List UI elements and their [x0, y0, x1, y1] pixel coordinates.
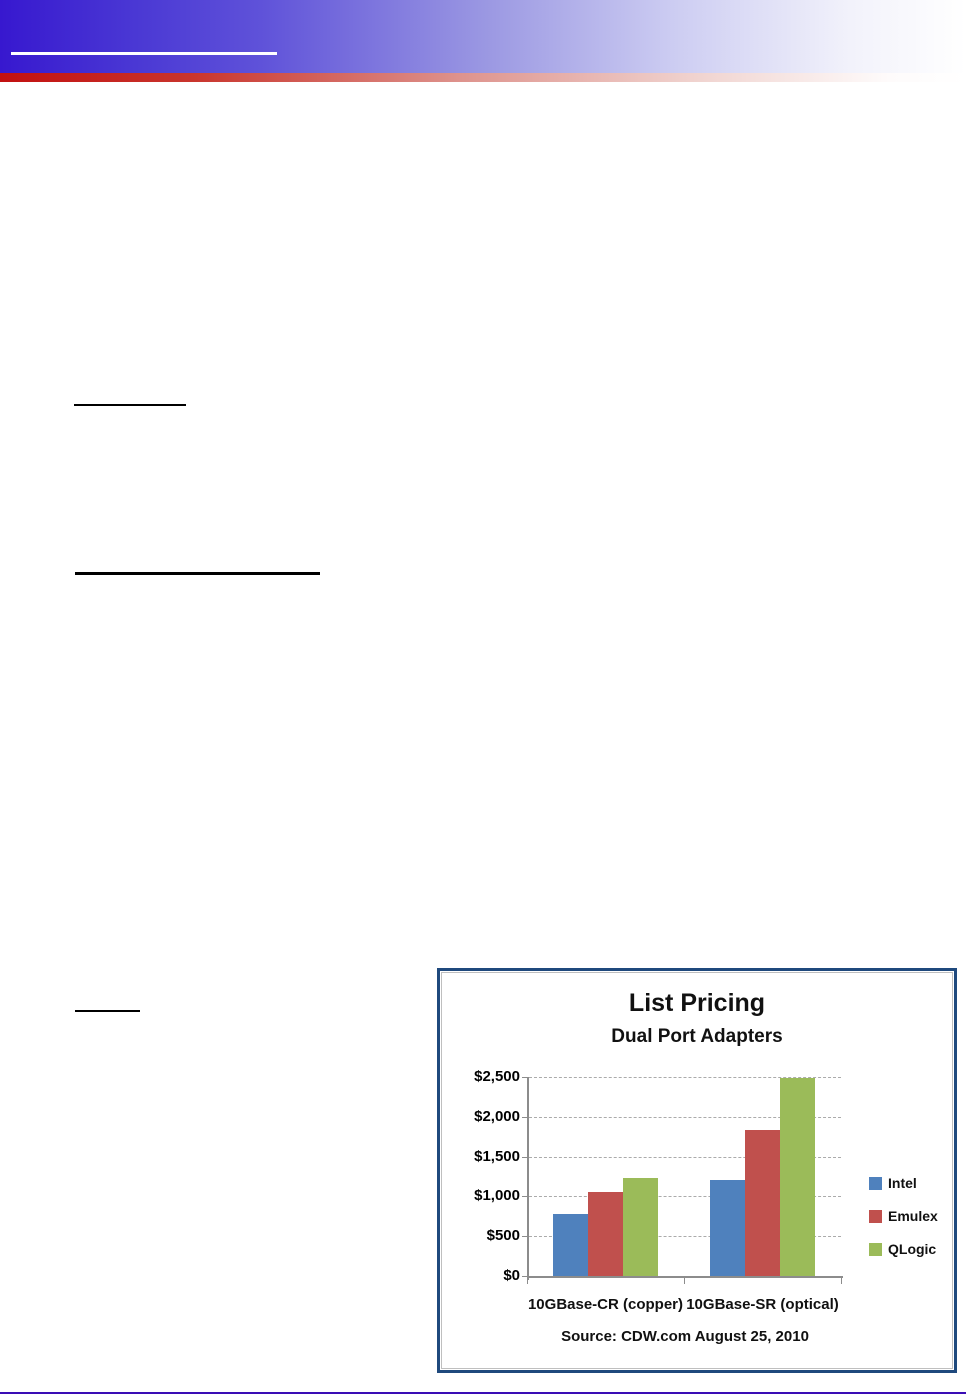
- legend-swatch-qlogic: [869, 1242, 882, 1256]
- y-gridline: [529, 1116, 841, 1118]
- legend-label-intel: Intel: [888, 1175, 917, 1191]
- legend-label-emulex: Emulex: [888, 1208, 938, 1224]
- legend-item-intel: Intel: [869, 1175, 917, 1191]
- page-bottom-rule: [0, 1392, 966, 1394]
- x-axis-labels: 10GBase-CR (copper) 10GBase-SR (optical): [440, 1296, 954, 1316]
- y-gridline: [529, 1077, 841, 1078]
- legend-swatch-emulex: [869, 1209, 882, 1223]
- heading-underline-3: [75, 1010, 140, 1012]
- y-axis-tick: [522, 1156, 527, 1158]
- page-header-band: [0, 0, 966, 73]
- x-axis-line: [527, 1276, 843, 1278]
- heading-underline-2: [75, 572, 320, 575]
- bar-qlogic-2: [780, 1077, 815, 1276]
- list-pricing-chart: List Pricing Dual Port Adapters $0 $500 $1…: [437, 968, 957, 1373]
- y-axis-tick-label: $1,500: [474, 1147, 520, 1165]
- chart-title: List Pricing: [628, 989, 766, 1017]
- bar-intel-2: [710, 1179, 745, 1276]
- y-axis-line: [527, 1077, 529, 1280]
- legend-swatch-intel: [869, 1176, 882, 1190]
- y-axis-tick-label: $0: [503, 1267, 520, 1284]
- category-label: 10GBase-SR (optical): [686, 1296, 839, 1313]
- header-accent-bar: [0, 73, 966, 82]
- bar-intel-1: [553, 1213, 588, 1276]
- bar-qlogic-1: [623, 1178, 658, 1276]
- y-gridline: [529, 1156, 841, 1158]
- header-title-underline: [11, 52, 277, 55]
- x-axis-tick: [684, 1278, 685, 1284]
- heading-underline-1: [74, 404, 186, 406]
- chart-source: Source: CDW.com August 25, 2010: [561, 1328, 809, 1345]
- y-gridline: [529, 1196, 841, 1198]
- y-axis-tick: [522, 1276, 527, 1277]
- y-axis-tick-label: $2,000: [474, 1107, 520, 1125]
- x-axis-tick: [841, 1278, 842, 1284]
- chart-subtitle: Dual Port Adapters: [611, 1026, 783, 1047]
- bar-emulex-2: [745, 1129, 780, 1276]
- y-axis-tick-label: $1,000: [474, 1187, 520, 1205]
- plot-area: [522, 1077, 843, 1284]
- y-axis-tick: [522, 1077, 527, 1078]
- legend-item-qlogic: QLogic: [869, 1241, 936, 1257]
- y-gridline: [529, 1236, 841, 1238]
- y-axis-tick: [522, 1116, 527, 1118]
- category-label: 10GBase-CR (copper): [527, 1296, 684, 1313]
- y-axis-tick: [522, 1236, 527, 1238]
- y-axis-tick-label: $2,500: [474, 1068, 520, 1085]
- y-axis-tick-label: $500: [486, 1227, 520, 1245]
- x-axis-tick: [527, 1278, 528, 1284]
- legend-item-emulex: Emulex: [869, 1208, 938, 1224]
- y-axis-tick: [522, 1196, 527, 1198]
- bar-emulex-1: [588, 1192, 623, 1276]
- legend-label-qlogic: QLogic: [888, 1241, 937, 1257]
